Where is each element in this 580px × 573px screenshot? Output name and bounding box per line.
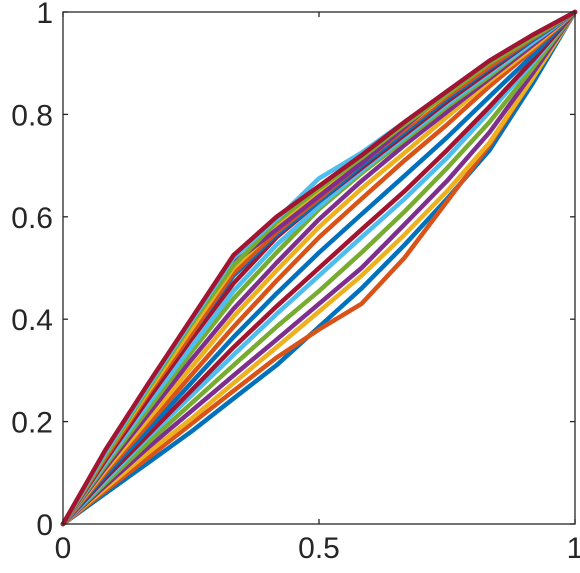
series-line-9 [60,9,578,527]
y-tick-label: 0.4 [11,304,53,337]
series-line-8 [60,9,578,527]
series-line-7 [60,9,578,527]
series-line-3 [60,9,578,527]
series-group [60,9,578,527]
x-tick-label: 0 [55,532,72,565]
y-tick-label: 0 [36,509,53,542]
x-tick-label: 0.5 [298,532,340,565]
y-tick-label: 0.2 [11,407,53,440]
y-tick-label: 1 [36,0,53,30]
series-line-21 [60,9,578,527]
y-tick-label: 0.6 [11,202,53,235]
series-line-4 [60,9,578,527]
tick-marks [62,11,576,525]
series-line-5 [60,9,578,527]
x-tick-label: 1 [567,532,580,565]
tick-labels: 0 0.5 1 0 0.2 0.4 0.6 0.8 1 [11,0,580,565]
y-tick-label: 0.8 [11,99,53,132]
